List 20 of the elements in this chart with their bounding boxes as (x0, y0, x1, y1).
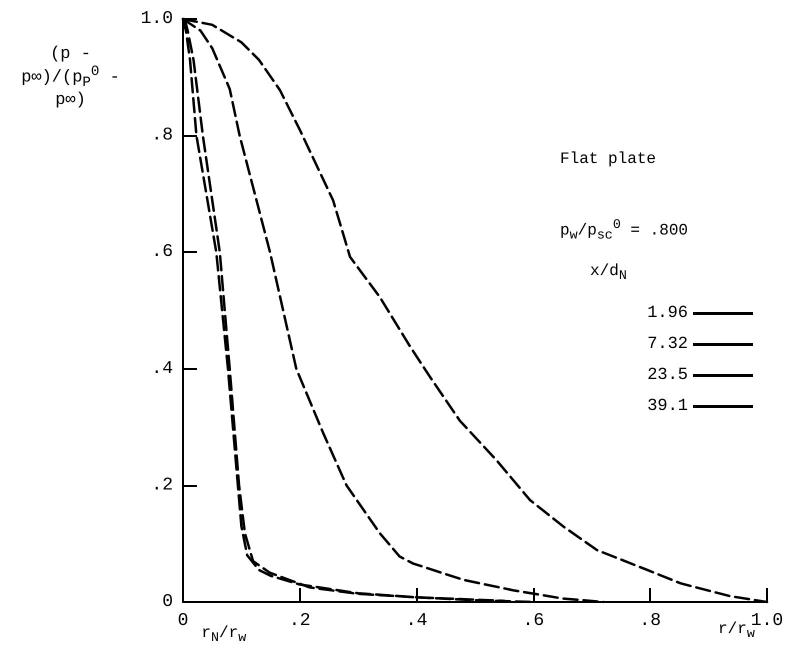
x-tick-label: .4 (406, 611, 428, 631)
annotation: p$_{w}$/p$_{sc}$$^{0}$ = .800 (560, 218, 688, 244)
x-tick-label: .8 (639, 611, 662, 631)
legend-title: x/d$_{N}$ (590, 262, 627, 284)
legend-label: 39.1 (647, 397, 688, 416)
text: r$_{N}$/r$_{w}$ (201, 624, 246, 646)
y-tick-label: .8 (151, 126, 173, 146)
text: (p - p∞)/(p$_{P}$$^{0}$ - p∞) (21, 45, 120, 110)
legend-label: 1.96 (647, 304, 688, 323)
y-tick-label: 0 (162, 592, 173, 612)
y-tick-label: .2 (151, 475, 173, 496)
x-tick-label: .6 (522, 611, 544, 631)
legend-label: 23.5 (647, 366, 688, 385)
y-tick-label: .4 (151, 358, 173, 379)
annotation: Flat plate (560, 150, 656, 168)
y-tick-label: .6 (151, 242, 173, 262)
legend-label: 7.32 (647, 335, 688, 354)
x-tick-label: .2 (288, 611, 311, 631)
x-tick-label: 0 (178, 611, 188, 631)
y-tick-label: 1.0 (140, 9, 173, 29)
